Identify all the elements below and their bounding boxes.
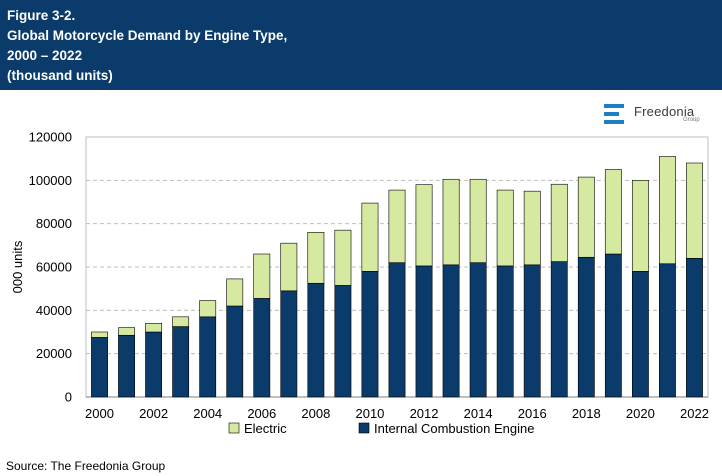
bar-electric-2016: [523, 190, 541, 266]
bar-electric-2013: [442, 178, 460, 266]
freedonia-logo: Freedonia Group: [604, 103, 704, 127]
bar-electric-2008: [307, 232, 325, 284]
freedonia-logo-icon: [604, 104, 624, 124]
x-tick-label: 2002: [139, 406, 168, 421]
bar-electric-2001: [118, 327, 135, 336]
bar-ice-2022: [686, 258, 703, 398]
bar-electric-2018: [577, 176, 595, 258]
logo-subtext: Group: [683, 117, 700, 123]
bar-electric-2021: [659, 156, 676, 265]
x-tick-label: 2016: [518, 406, 547, 421]
bar-ice-2014: [469, 262, 487, 398]
bar-electric-2017: [550, 183, 568, 262]
bar-electric-2015: [496, 189, 514, 267]
bar-ice-2017: [550, 261, 568, 398]
bar-electric-2003: [172, 316, 190, 327]
bar-ice-2000: [91, 337, 108, 398]
x-tick-label: 2018: [572, 406, 601, 421]
y-tick-label: 100000: [29, 173, 72, 188]
x-tick-label: 2012: [410, 406, 439, 421]
y-tick-label: 0: [65, 390, 72, 405]
legend-label-ice: Internal Combustion Engine: [374, 421, 534, 436]
bar-ice-2011: [388, 262, 406, 398]
bar-electric-2011: [388, 189, 406, 263]
y-tick-label: 40000: [36, 303, 72, 318]
legend: Electric Internal Combustion Engine: [228, 421, 534, 436]
bar-ice-2007: [280, 290, 298, 398]
x-tick-label: 2000: [85, 406, 114, 421]
figure-years: 2000 – 2022: [7, 48, 83, 63]
bar-ice-2009: [334, 285, 352, 398]
bar-electric-2006: [253, 253, 271, 299]
legend-label-electric: Electric: [244, 421, 287, 436]
logo-wordmark: Freedonia: [634, 104, 695, 119]
y-tick-label: 20000: [36, 346, 72, 361]
y-axis-title: 000 units: [10, 240, 25, 293]
x-tick-label: 2014: [464, 406, 493, 421]
figure-header: Figure 3-2. Global Motorcycle Demand by …: [0, 0, 722, 90]
bar-electric-2002: [145, 323, 163, 333]
bar-ice-2010: [361, 271, 379, 398]
x-tick-label: 2008: [301, 406, 330, 421]
x-tick-label: 2006: [247, 406, 276, 421]
y-tick-label: 60000: [36, 260, 72, 275]
bar-electric-2000: [91, 331, 108, 338]
bar-electric-2019: [604, 169, 622, 255]
y-tick-label: 80000: [36, 216, 72, 231]
bar-electric-2022: [686, 162, 703, 259]
legend-swatch-electric: [228, 422, 240, 434]
x-tick-label: 2022: [680, 406, 709, 421]
bar-electric-2005: [226, 278, 244, 307]
bar-electric-2010: [361, 202, 379, 272]
bar-ice-2015: [496, 265, 514, 398]
bar-electric-2014: [469, 178, 487, 263]
figure-title: Global Motorcycle Demand by Engine Type,: [7, 28, 288, 43]
x-tick-label: 2010: [355, 406, 384, 421]
bar-ice-2013: [442, 264, 460, 398]
bar-ice-2005: [226, 305, 244, 398]
bar-ice-2003: [172, 326, 190, 398]
bar-electric-2007: [280, 242, 298, 292]
bar-electric-2009: [334, 229, 352, 286]
bar-ice-2004: [199, 316, 217, 398]
bar-ice-2006: [253, 298, 271, 398]
bar-ice-2021: [659, 263, 676, 398]
bar-ice-2012: [415, 265, 433, 398]
source-note: Source: The Freedonia Group: [6, 459, 166, 473]
figure-units: (thousand units): [7, 68, 113, 83]
bar-electric-2012: [415, 184, 433, 267]
x-tick-label: 2004: [193, 406, 222, 421]
bar-ice-2018: [577, 256, 595, 398]
bar-ice-2020: [631, 271, 649, 398]
bar-ice-2002: [145, 331, 163, 398]
bar-electric-2004: [199, 300, 217, 318]
legend-swatch-ice: [358, 422, 370, 434]
y-tick-label: 120000: [29, 130, 72, 145]
figure-number: Figure 3-2.: [7, 8, 76, 23]
bar-electric-2020: [631, 180, 649, 272]
x-tick-label: 2020: [626, 406, 655, 421]
chart-area: 0 20000 40000 60000 80000 100000 120000 000 uni…: [10, 130, 709, 437]
bar-ice-2019: [604, 253, 622, 398]
bar-ice-2016: [523, 264, 541, 398]
bar-ice-2008: [307, 282, 325, 398]
bar-ice-2001: [118, 334, 135, 398]
